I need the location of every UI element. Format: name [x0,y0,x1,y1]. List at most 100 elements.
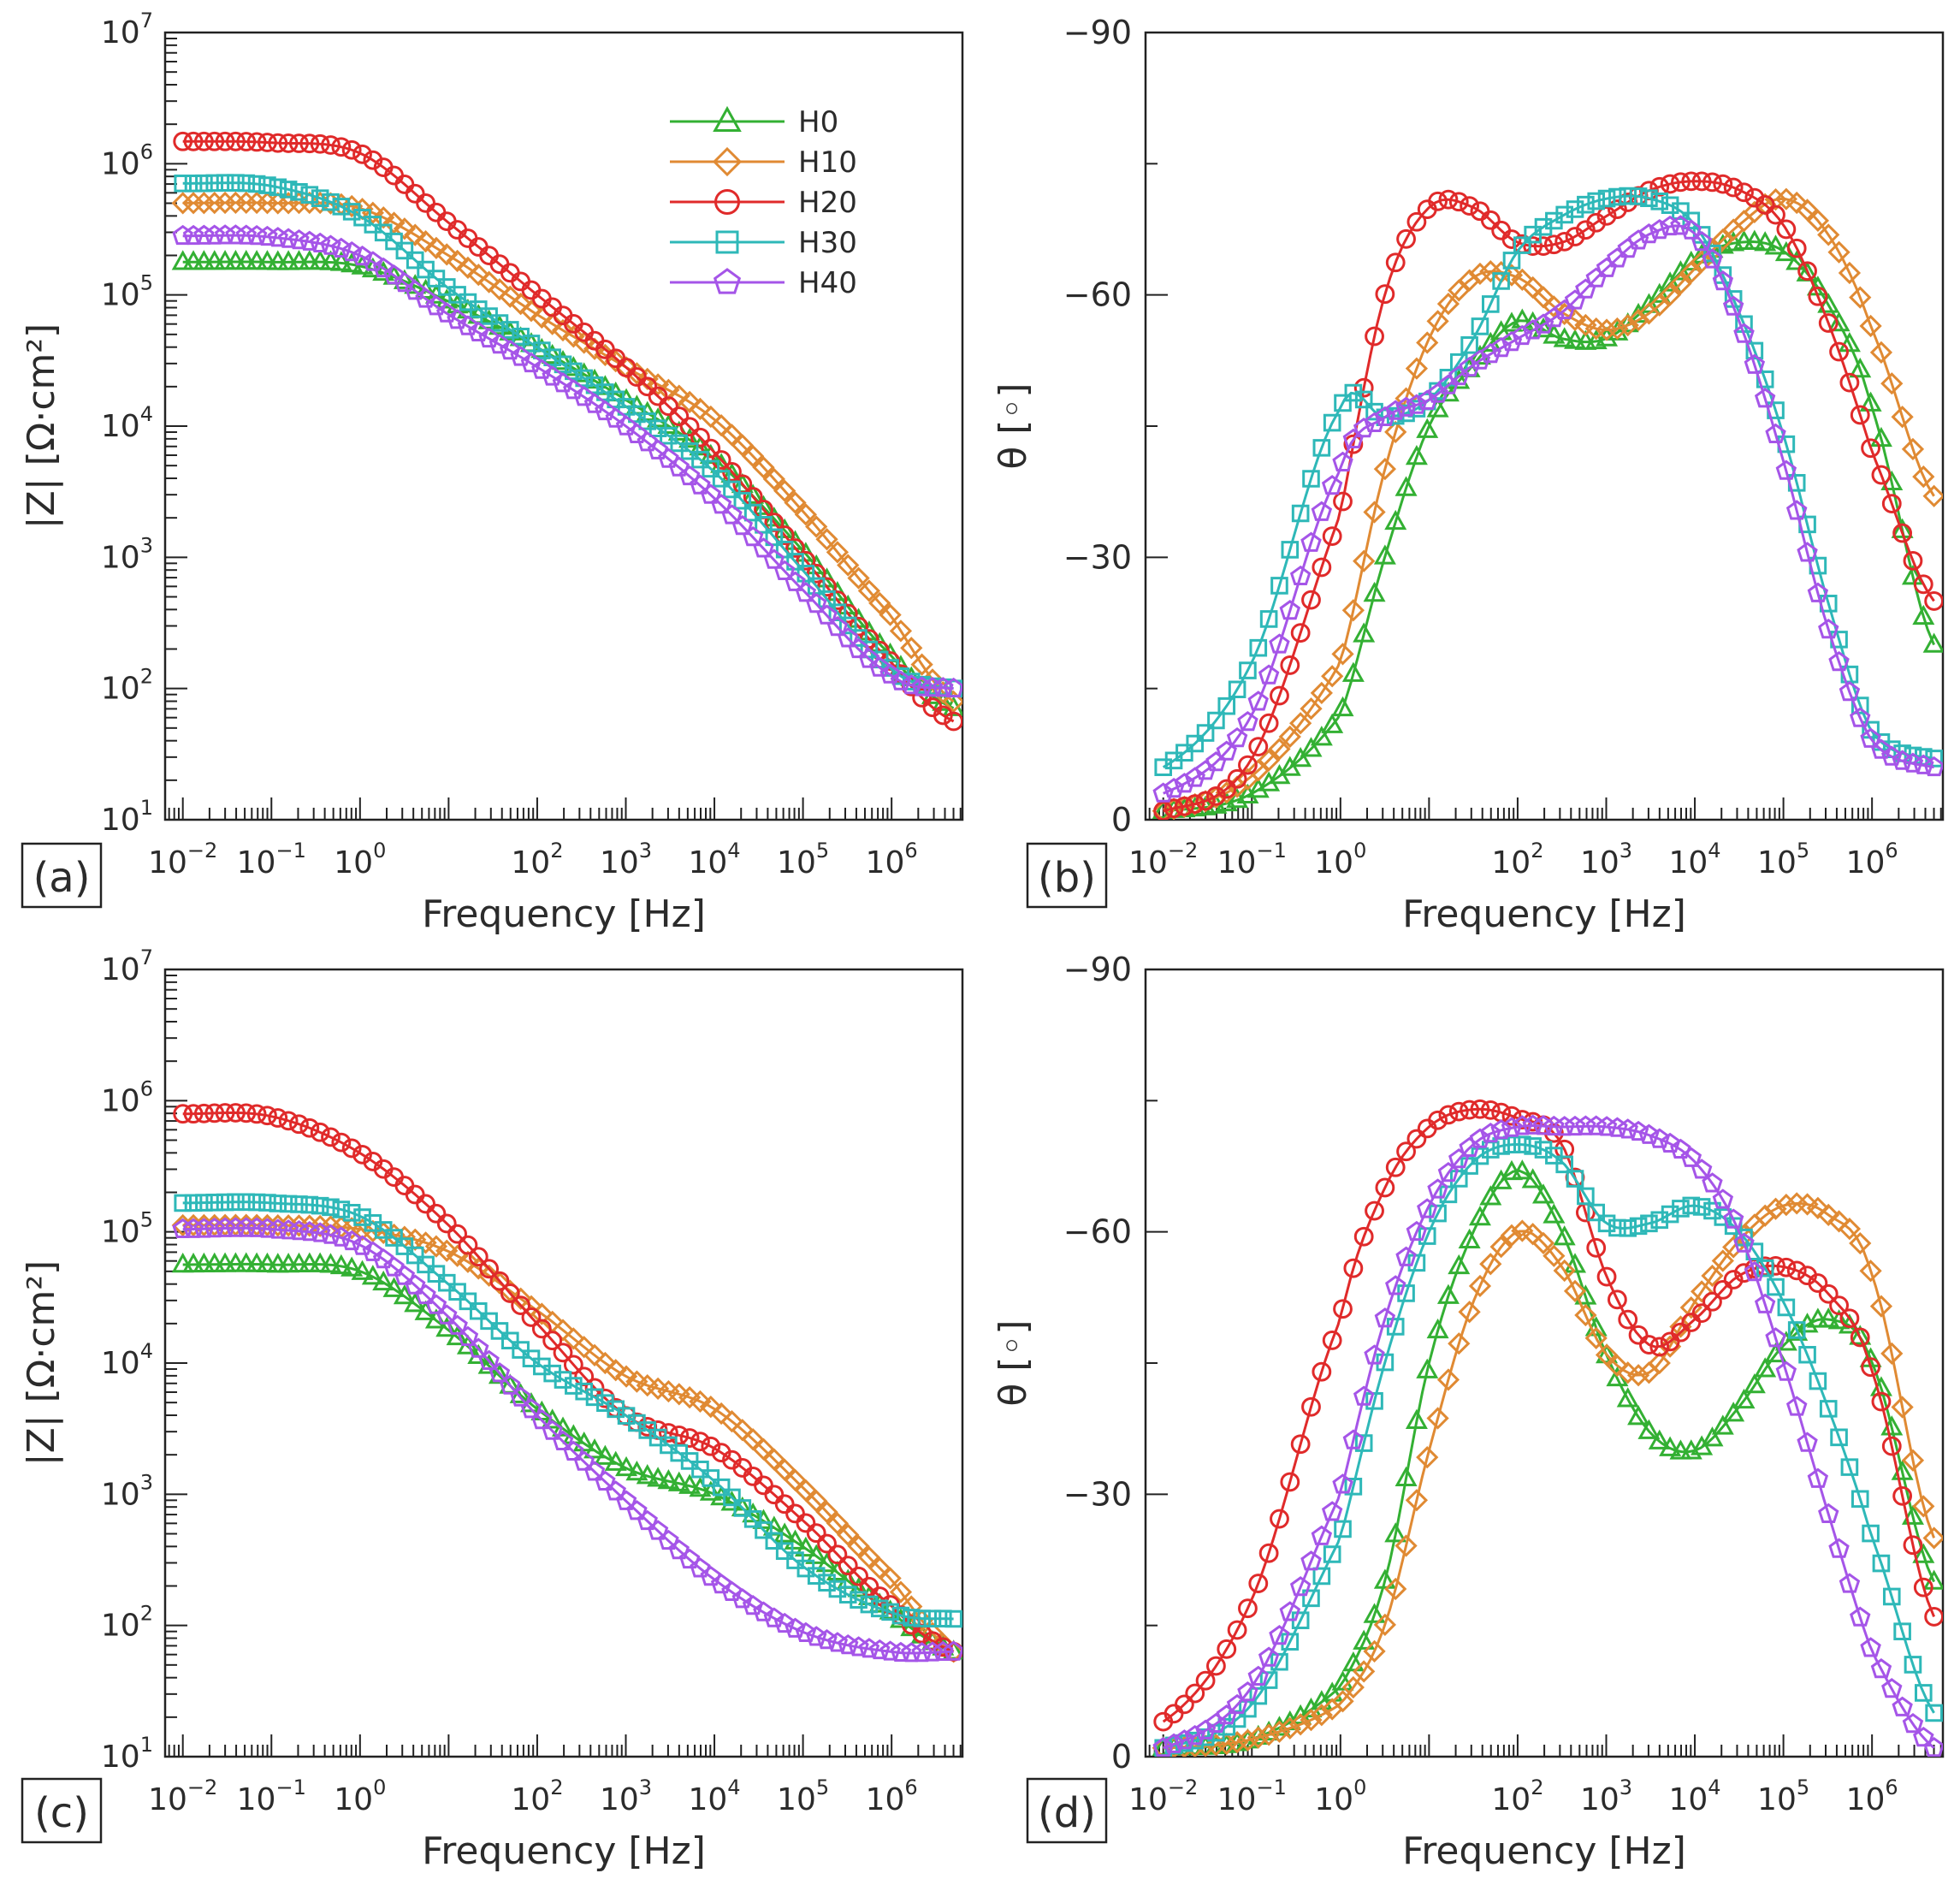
data-point-h0 [1669,1439,1692,1460]
data-point-h20 [1301,1396,1321,1417]
data-point-h0 [256,1252,279,1273]
data-point-h0 [752,1509,775,1529]
data-point-h10 [826,541,850,564]
legend-marker [712,146,743,177]
data-point-h10 [879,603,902,626]
x-tick-label: 10−2 [1128,839,1198,880]
data-point-h30 [617,1407,636,1426]
data-point-h30 [1291,1611,1310,1629]
data-point-h0 [1764,234,1787,255]
data-point-h0 [1436,1283,1460,1304]
data-point-h40 [668,456,690,477]
data-point-h10 [266,192,289,215]
data-point-h10 [393,217,417,240]
data-point-h0 [583,368,607,389]
data-point-h20 [711,450,731,470]
data-point-h10 [1448,1332,1471,1355]
data-point-h40 [605,407,626,428]
data-point-h10 [752,1438,775,1461]
x-tick-label: 10−1 [1217,839,1287,880]
data-point-h30 [1640,189,1658,208]
data-point-h10 [456,1250,480,1273]
data-point-h40 [1522,1114,1543,1135]
data-point-h40 [890,1641,912,1662]
data-point-h20 [173,131,193,151]
data-point-h10 [942,690,962,714]
data-point-h30 [290,183,308,201]
data-point-h30 [374,1221,393,1239]
data-point-h0 [1511,1159,1534,1180]
data-point-h20 [859,1576,879,1597]
data-point-h30 [1376,1353,1395,1372]
data-point-h40 [605,1480,626,1501]
data-point-h10 [1679,261,1702,284]
data-point-h20 [1195,1670,1216,1691]
y-tick-label: 105 [101,271,153,313]
data-point-h10 [1395,1534,1418,1557]
data-point-h10 [456,256,480,280]
data-point-h0 [1468,1205,1491,1226]
data-point-h30 [712,470,731,488]
data-point-h10 [583,1343,607,1366]
data-point-h20 [299,133,320,154]
data-point-h20 [1766,205,1785,225]
data-point-h10 [1331,1690,1354,1713]
data-point-h10 [1278,1716,1301,1740]
data-point-h40 [1902,1712,1924,1734]
x-axis-title: Frequency [Hz] [1402,892,1686,936]
data-point-h0 [1922,632,1943,653]
data-point-h40 [468,321,489,341]
series-line-h30 [1163,1142,1935,1750]
data-point-h0 [1395,1466,1418,1486]
data-point-h30 [807,577,826,596]
data-point-h0 [1901,1504,1924,1525]
data-point-h20 [489,1271,510,1291]
data-point-h30 [543,348,561,367]
data-point-h10 [1236,1728,1259,1752]
data-point-h0 [583,1438,607,1459]
data-point-h20 [1649,176,1670,197]
data-point-h0 [699,1480,722,1501]
data-point-h40 [1712,270,1734,291]
data-point-h40 [1374,406,1396,426]
legend-marker [714,189,740,215]
data-point-h20 [553,1343,573,1363]
data-point-h20 [268,133,288,153]
data-point-h40 [1417,389,1438,410]
data-point-h10 [1363,501,1386,524]
data-point-h20 [204,1103,225,1123]
data-point-h40 [457,1325,479,1346]
x-tick-label: 103 [1580,839,1632,880]
data-point-h30 [1312,1567,1331,1586]
data-point-h10 [1849,1231,1872,1255]
data-point-h40 [1385,1275,1406,1295]
data-point-h0 [1564,329,1587,349]
y-tick-label: 104 [101,1339,153,1381]
data-point-h30 [311,1196,329,1215]
data-point-h10 [1626,1364,1650,1387]
data-point-h20 [806,563,826,584]
data-point-h30 [1334,1520,1352,1538]
data-point-h20 [1755,194,1775,215]
data-point-h30 [395,1237,414,1255]
data-point-h10 [1258,1723,1281,1746]
data-point-h40 [277,1219,299,1240]
data-point-h10 [562,325,585,348]
data-point-h20 [1322,1331,1342,1350]
data-point-h10 [424,1235,448,1258]
data-point-h10 [1278,725,1301,749]
data-point-h30 [1745,341,1764,360]
data-point-h40 [1258,664,1280,685]
data-point-h0 [372,1270,395,1291]
x-tick-label: 103 [600,839,652,880]
data-point-h0 [1479,1185,1502,1206]
data-point-h20 [922,1631,943,1651]
data-point-h10 [689,1390,712,1414]
data-point-h40 [763,548,785,569]
data-point-h40 [1269,1625,1290,1645]
data-point-h30 [1545,1147,1563,1165]
data-point-h40 [489,333,511,354]
data-point-h10 [1912,1495,1935,1518]
data-point-h40 [1311,1525,1333,1545]
